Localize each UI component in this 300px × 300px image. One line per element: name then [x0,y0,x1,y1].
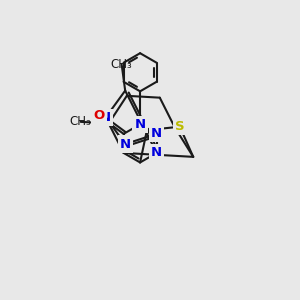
Text: S: S [175,120,184,133]
Text: N: N [151,146,162,159]
Text: CH₃: CH₃ [70,115,92,128]
Text: O: O [93,109,104,122]
Text: CH₃: CH₃ [111,58,133,71]
Text: N: N [151,128,162,140]
Text: N: N [134,118,146,131]
Text: N: N [120,138,131,151]
Text: N: N [100,111,111,124]
